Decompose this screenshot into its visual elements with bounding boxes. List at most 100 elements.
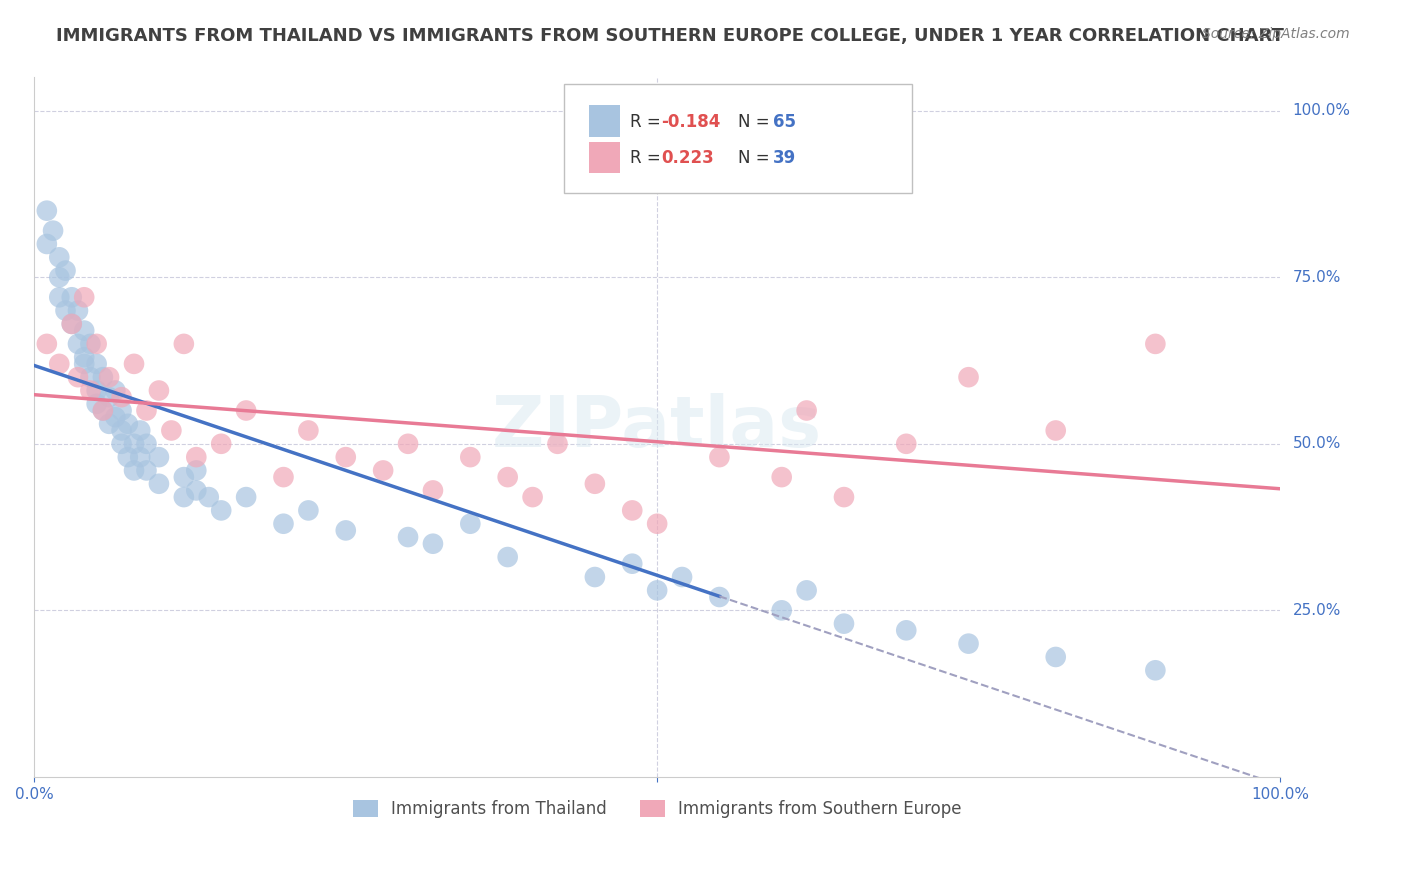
Point [371, 463, 394, 477]
Point [86, 384, 108, 398]
Point [117, 417, 139, 431]
Point [129, 424, 152, 438]
Point [104, 384, 127, 398]
Point [60, 317, 83, 331]
Point [209, 503, 232, 517]
Point [117, 450, 139, 464]
Point [148, 450, 170, 464]
Point [460, 516, 482, 531]
Point [148, 476, 170, 491]
Text: R =: R = [630, 149, 666, 167]
Point [396, 437, 419, 451]
Text: 50.0%: 50.0% [1292, 436, 1341, 451]
Point [86, 337, 108, 351]
FancyBboxPatch shape [589, 105, 620, 136]
Point [122, 463, 145, 477]
Point [832, 490, 855, 504]
Point [957, 637, 980, 651]
Text: 65: 65 [773, 112, 796, 130]
Point [35, 237, 58, 252]
Point [55, 303, 77, 318]
Text: Source: ZipAtlas.com: Source: ZipAtlas.com [1202, 27, 1350, 41]
Text: ZIPatlas: ZIPatlas [492, 392, 823, 462]
Point [91, 403, 114, 417]
Point [86, 397, 108, 411]
Text: 39: 39 [773, 149, 796, 167]
Point [129, 450, 152, 464]
Point [796, 403, 818, 417]
Point [460, 450, 482, 464]
Point [148, 384, 170, 398]
Point [335, 524, 357, 538]
Point [235, 490, 257, 504]
Text: -0.184: -0.184 [661, 112, 720, 130]
Point [48, 290, 70, 304]
Point [135, 463, 157, 477]
Point [522, 490, 544, 504]
Point [197, 490, 219, 504]
Point [422, 483, 444, 498]
Text: 75.0%: 75.0% [1292, 269, 1341, 285]
Point [35, 203, 58, 218]
Point [122, 357, 145, 371]
Point [896, 624, 918, 638]
Point [1144, 337, 1167, 351]
Point [73, 324, 96, 338]
Point [66, 370, 89, 384]
Point [42, 224, 65, 238]
Point [957, 370, 980, 384]
Text: 100.0%: 100.0% [1292, 103, 1350, 119]
Point [73, 290, 96, 304]
Point [770, 603, 793, 617]
Point [186, 483, 208, 498]
Point [73, 350, 96, 364]
FancyBboxPatch shape [589, 142, 620, 173]
Text: R =: R = [630, 112, 666, 130]
Point [422, 537, 444, 551]
Point [66, 303, 89, 318]
Point [173, 470, 195, 484]
Point [273, 516, 295, 531]
Point [66, 337, 89, 351]
Point [35, 337, 58, 351]
Point [135, 403, 157, 417]
Point [547, 437, 569, 451]
Point [48, 357, 70, 371]
Point [73, 357, 96, 371]
Point [496, 549, 519, 564]
Point [98, 370, 121, 384]
Text: 0.223: 0.223 [661, 149, 714, 167]
Point [160, 424, 183, 438]
Point [396, 530, 419, 544]
Point [709, 590, 731, 604]
Point [86, 357, 108, 371]
Point [621, 503, 644, 517]
Point [110, 424, 132, 438]
Point [79, 384, 101, 398]
Point [796, 583, 818, 598]
Point [55, 263, 77, 277]
Point [496, 470, 519, 484]
Point [1045, 424, 1067, 438]
Point [583, 570, 606, 584]
Point [60, 317, 83, 331]
Point [104, 410, 127, 425]
Point [297, 503, 319, 517]
Point [709, 450, 731, 464]
FancyBboxPatch shape [564, 85, 912, 193]
Point [79, 370, 101, 384]
Point [297, 424, 319, 438]
Point [110, 437, 132, 451]
Point [135, 437, 157, 451]
Point [110, 403, 132, 417]
Text: 25.0%: 25.0% [1292, 603, 1341, 618]
Point [186, 463, 208, 477]
Point [645, 583, 668, 598]
Point [1144, 663, 1167, 677]
Point [186, 450, 208, 464]
Point [273, 470, 295, 484]
Point [583, 476, 606, 491]
Point [621, 557, 644, 571]
Point [173, 490, 195, 504]
Point [1045, 650, 1067, 665]
